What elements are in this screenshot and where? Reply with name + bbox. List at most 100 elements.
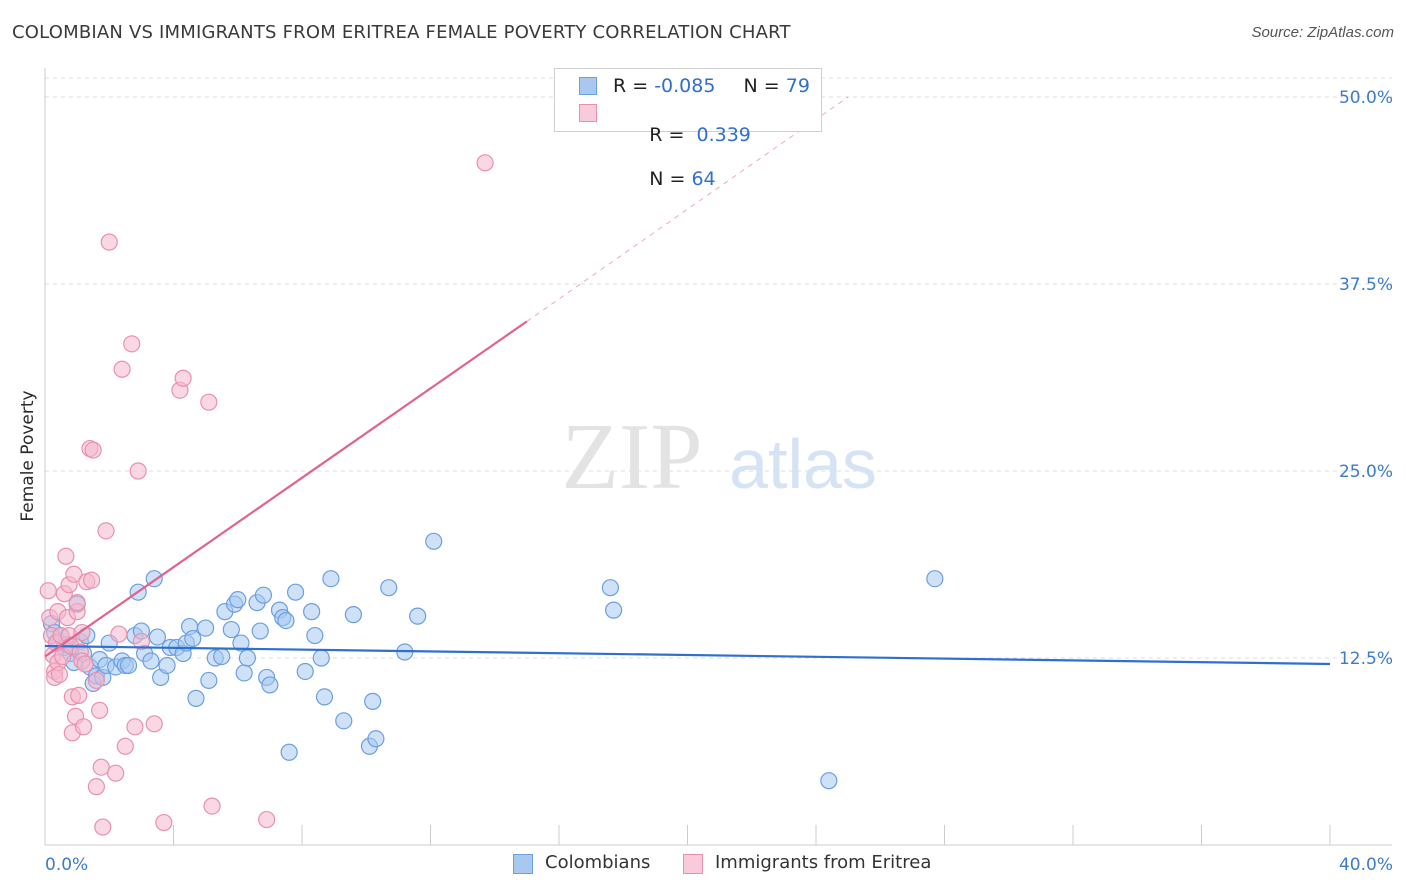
legend-n-label: N = <box>743 75 786 97</box>
source-credit: Source: ZipAtlas.com <box>1251 24 1394 41</box>
watermark: ZIP atlas <box>562 405 877 509</box>
legend-swatch-blue <box>579 77 597 95</box>
eritrea-point-46 <box>126 718 144 736</box>
colombian-point-31 <box>158 656 176 675</box>
legend-swatch-eritrea <box>683 854 703 874</box>
colombian-point-78 <box>926 570 944 588</box>
colombian-point-59 <box>286 583 305 601</box>
watermark-atlas: atlas <box>729 425 877 503</box>
colombian-point-60 <box>296 662 314 681</box>
points <box>39 154 944 836</box>
chart-title: COLOMBIAN VS IMMIGRANTS FROM ERITREA FEM… <box>12 22 791 43</box>
colombian-point-58 <box>280 743 298 761</box>
legend-r-label: R = <box>613 75 655 97</box>
legend-r-value: -0.085 <box>654 75 716 97</box>
eritrea-point-45 <box>123 335 141 353</box>
eritrea-point-29 <box>76 655 94 673</box>
eritrea-point-9 <box>50 665 69 684</box>
colombian-point-70 <box>367 730 385 748</box>
legend-n-value: 64 <box>691 168 716 190</box>
colombian-point-61 <box>303 603 321 621</box>
legend-swatch-pink <box>579 104 597 122</box>
eritrea-point-53 <box>200 393 218 411</box>
colombian-point-75 <box>601 579 620 597</box>
legend-label-colombians: Colombians <box>545 852 651 873</box>
legend-r-value: 0.339 <box>690 124 751 146</box>
eritrea-point-37 <box>92 758 110 776</box>
colombian-point-40 <box>200 671 218 690</box>
correlation-legend: R = -0.085 N = 79 R = 0.339 N = 64 <box>554 68 822 190</box>
eritrea-point-48 <box>132 632 150 651</box>
legend-r-label: R = <box>649 124 691 146</box>
colombian-point-47 <box>232 634 250 652</box>
eritrea-point-42 <box>110 625 128 643</box>
colombian-point-57 <box>277 611 295 630</box>
eritrea-point-23 <box>68 594 86 612</box>
colombian-point-65 <box>322 570 340 588</box>
eritrea-point-39 <box>97 522 115 540</box>
eritrea-point-36 <box>91 701 109 719</box>
colombian-point-27 <box>142 652 160 670</box>
eritrea-point-28 <box>74 718 93 736</box>
x-tick-label-0: 0.0% <box>45 855 88 875</box>
trend-line-0 <box>44 644 1331 666</box>
y-tick-label-1: 25.0% <box>1339 462 1393 482</box>
colombian-point-71 <box>380 579 398 597</box>
colombian-point-46 <box>229 591 247 609</box>
colombian-point-37 <box>184 629 202 648</box>
eritrea-point-0 <box>39 582 57 600</box>
eritrea-point-44 <box>116 737 134 755</box>
eritrea-point-43 <box>113 360 131 378</box>
colombian-point-29 <box>148 628 167 646</box>
legend-n-value: 79 <box>785 75 810 97</box>
eritrea-point-54 <box>203 797 221 815</box>
y-tick-label-3: 50.0% <box>1339 88 1393 108</box>
colombian-point-76 <box>605 601 623 619</box>
eritrea-point-13 <box>57 547 75 565</box>
x-tick-label-1: 40.0% <box>1339 855 1393 875</box>
legend-n-label: N = <box>649 168 692 190</box>
series-legend: Colombians Immigrants from Eritrea <box>0 852 1406 878</box>
colombian-point-67 <box>344 606 362 624</box>
eritrea-point-32 <box>82 571 101 589</box>
colombian-point-22 <box>119 656 138 675</box>
eritrea-point-34 <box>87 671 106 690</box>
colombian-point-52 <box>254 586 273 604</box>
eritrea-point-24 <box>70 686 88 705</box>
eritrea-point-52 <box>174 369 192 387</box>
y-tick-label-0: 12.5% <box>1339 649 1393 669</box>
eritrea-point-47 <box>129 462 147 480</box>
colombian-point-77 <box>820 772 838 790</box>
eritrea-point-20 <box>65 565 83 583</box>
colombian-point-51 <box>251 622 269 640</box>
colombian-point-64 <box>315 688 334 706</box>
colombian-point-63 <box>312 649 330 667</box>
eritrea-point-38 <box>94 818 112 836</box>
eritrea-point-40 <box>100 233 118 251</box>
legend-swatch-colombians <box>513 854 533 874</box>
y-tick-label-2: 37.5% <box>1339 275 1393 295</box>
colombian-point-54 <box>261 676 279 694</box>
eritrea-point-56 <box>476 154 494 172</box>
colombian-point-42 <box>213 647 231 666</box>
colombian-point-48 <box>235 664 253 682</box>
colombian-point-66 <box>335 712 353 730</box>
colombian-point-44 <box>222 620 240 639</box>
eritrea-point-50 <box>155 813 173 832</box>
colombian-point-38 <box>187 689 205 707</box>
y-axis-label: Female Poverty <box>18 390 38 521</box>
colombian-point-62 <box>306 626 324 645</box>
ticks: 12.5% 25.0% 37.5% 50.0% 0.0% 40.0% <box>45 88 1393 875</box>
legend-label-eritrea: Immigrants from Eritrea <box>715 852 932 873</box>
trend-lines <box>44 96 1331 666</box>
axes <box>44 68 1392 846</box>
trend-line-1 <box>44 320 528 658</box>
colombian-point-74 <box>425 532 443 550</box>
eritrea-point-33 <box>84 441 102 459</box>
colombian-point-49 <box>238 649 256 667</box>
eritrea-point-35 <box>87 778 106 796</box>
colombian-point-69 <box>364 692 382 710</box>
eritrea-point-41 <box>107 764 125 782</box>
watermark-zip: ZIP <box>562 405 703 509</box>
